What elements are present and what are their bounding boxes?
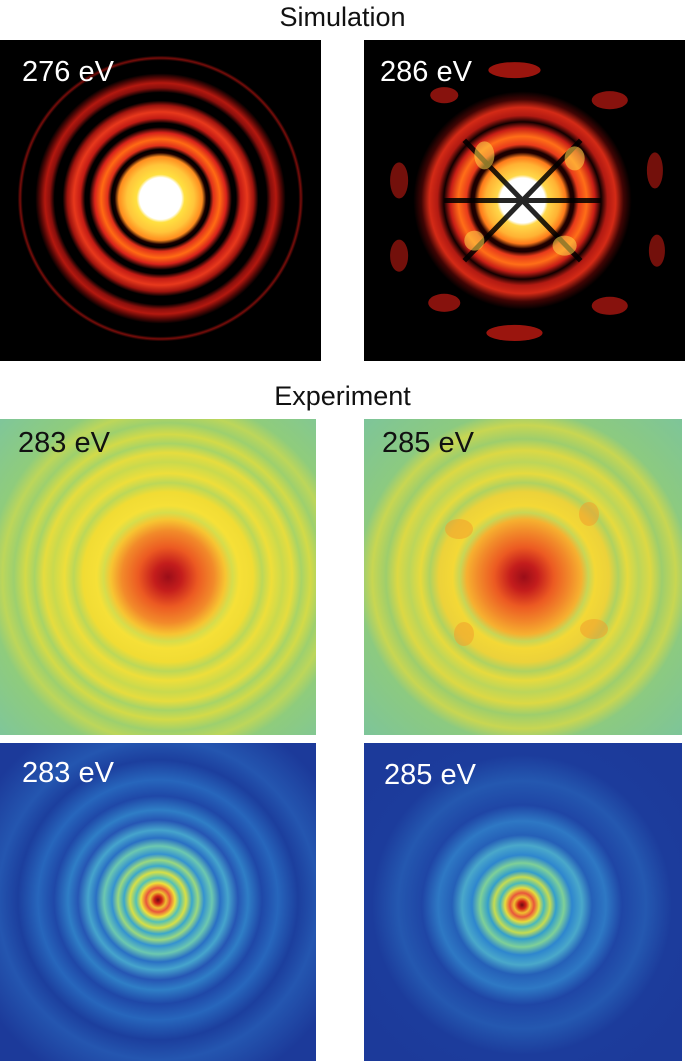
diffraction-image-exp-285-full bbox=[364, 743, 682, 1061]
simulation-heading: Simulation bbox=[279, 2, 406, 32]
energy-label: 283 eV bbox=[18, 427, 110, 459]
diffraction-image-sim-286 bbox=[364, 40, 685, 361]
energy-label: 285 eV bbox=[384, 759, 476, 791]
diffraction-image-exp-283-full bbox=[0, 743, 316, 1061]
panel-sim-276: 276 eV bbox=[0, 40, 321, 361]
energy-label: 276 eV bbox=[22, 56, 114, 88]
diffraction-image-exp-285-zoom bbox=[364, 419, 682, 735]
panel-exp-283-zoom: 283 eV bbox=[0, 419, 316, 735]
energy-label: 286 eV bbox=[380, 56, 472, 88]
diffraction-image-sim-276 bbox=[0, 40, 321, 361]
energy-label: 283 eV bbox=[22, 757, 114, 789]
panel-exp-283-full: 283 eV bbox=[0, 743, 316, 1061]
diffraction-image-exp-283-zoom bbox=[0, 419, 316, 735]
panel-sim-286: 286 eV bbox=[364, 40, 685, 361]
panel-exp-285-full: 285 eV bbox=[364, 743, 682, 1061]
experiment-heading: Experiment bbox=[274, 381, 411, 411]
energy-label: 285 eV bbox=[382, 427, 474, 459]
panel-exp-285-zoom: 285 eV bbox=[364, 419, 682, 735]
